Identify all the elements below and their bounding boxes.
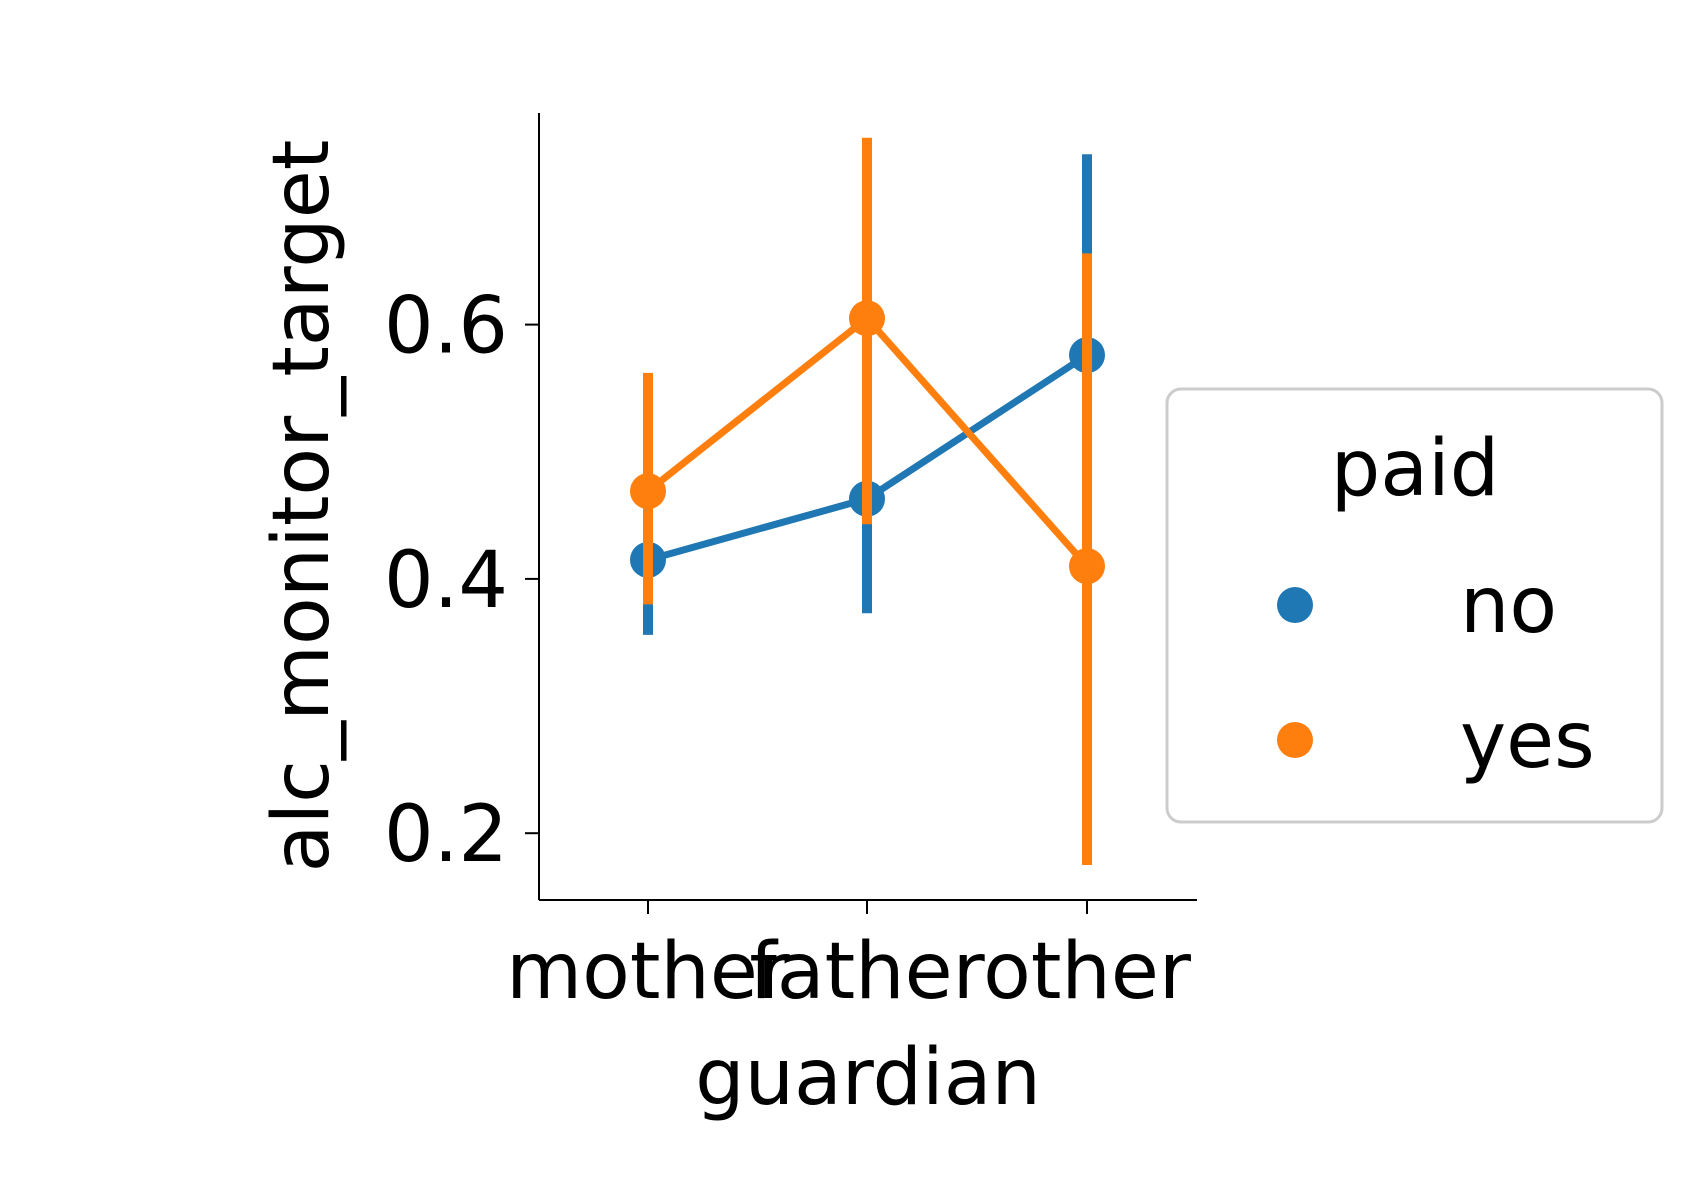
x-tick-label: father — [749, 927, 985, 1017]
legend-title: paid — [1331, 424, 1500, 514]
data-point — [1069, 548, 1105, 585]
x-axis-label: guardian — [695, 1033, 1041, 1123]
y-tick-label: 0.4 — [384, 536, 508, 626]
legend-marker-yes — [1277, 722, 1313, 758]
y-tick-label: 0.2 — [384, 790, 508, 880]
x-tick-label: other — [983, 927, 1192, 1017]
legend-frame — [1165, 387, 1664, 824]
legend-label-no: no — [1460, 561, 1557, 651]
x-tick-label: mother — [506, 927, 791, 1017]
plot-area — [630, 137, 1105, 865]
y-axis-label: alc_monitor_target — [257, 140, 347, 873]
y-tick-label: 0.6 — [384, 282, 508, 372]
series-yes — [630, 137, 1105, 865]
data-point — [849, 300, 885, 337]
data-point — [630, 473, 666, 510]
legend-label-yes: yes — [1460, 696, 1595, 786]
legend-marker-no — [1277, 587, 1313, 623]
legend: paid no yes — [1165, 387, 1664, 824]
